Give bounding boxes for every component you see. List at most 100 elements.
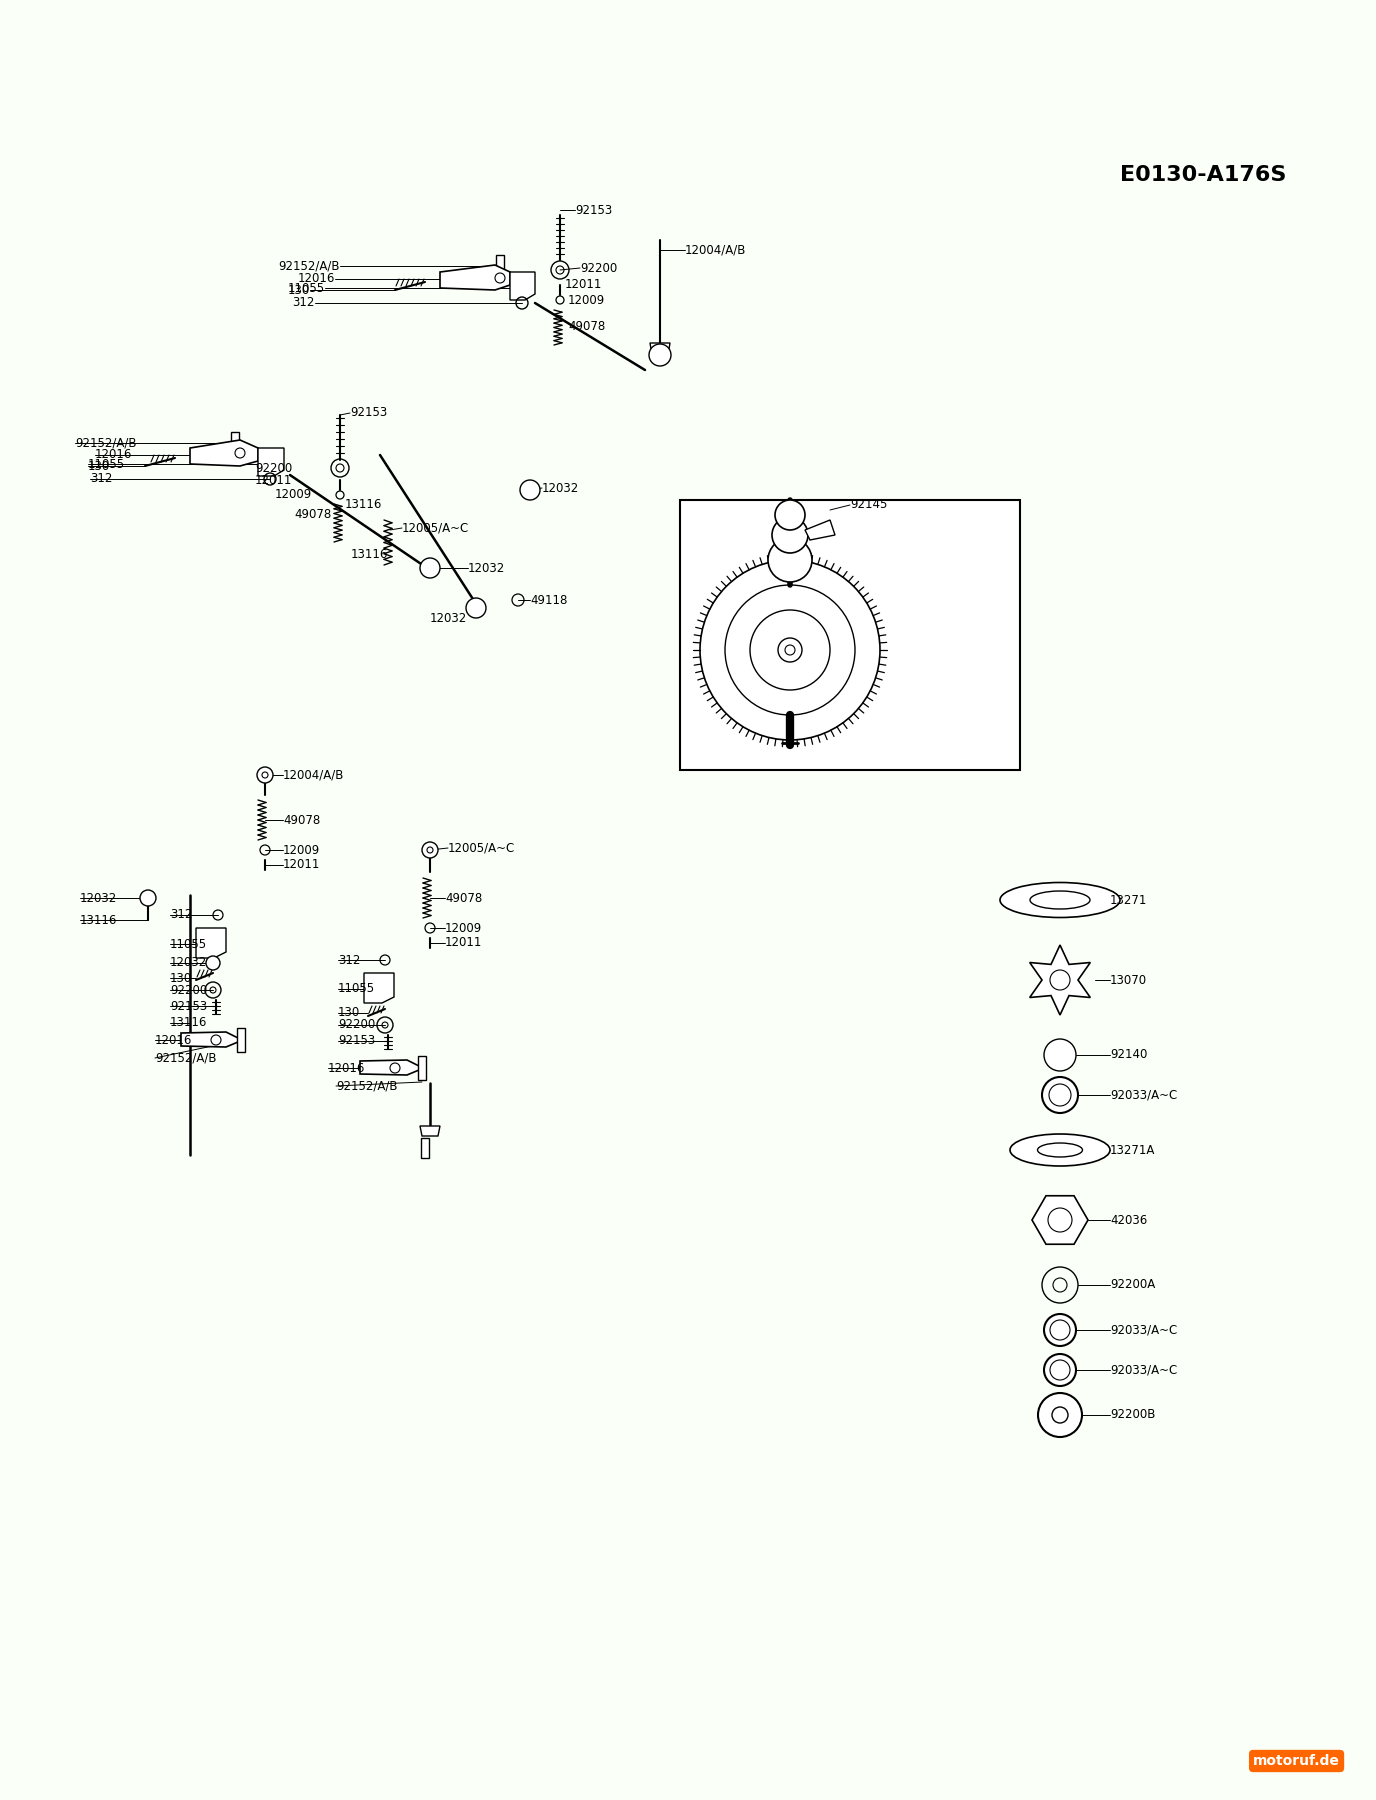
Text: 12009: 12009 bbox=[275, 488, 312, 502]
Polygon shape bbox=[361, 1060, 420, 1075]
Bar bbox=[418, 1057, 427, 1080]
Text: 92200: 92200 bbox=[581, 261, 618, 274]
Circle shape bbox=[775, 500, 805, 529]
Circle shape bbox=[257, 767, 272, 783]
Text: 92033/A~C: 92033/A~C bbox=[1110, 1089, 1178, 1102]
Text: 12016: 12016 bbox=[155, 1033, 193, 1046]
Circle shape bbox=[1044, 1354, 1076, 1386]
Polygon shape bbox=[649, 344, 670, 355]
Bar bbox=[237, 1028, 245, 1051]
Circle shape bbox=[1049, 1084, 1071, 1105]
Text: 12011: 12011 bbox=[566, 279, 603, 292]
Text: 12004/A/B: 12004/A/B bbox=[283, 769, 344, 781]
Circle shape bbox=[768, 538, 812, 581]
Text: 13116: 13116 bbox=[351, 549, 388, 562]
Ellipse shape bbox=[1000, 882, 1120, 918]
Text: 92140: 92140 bbox=[1110, 1048, 1148, 1062]
Bar bbox=[495, 256, 504, 277]
Text: 49078: 49078 bbox=[283, 814, 321, 826]
Circle shape bbox=[1042, 1076, 1077, 1112]
Text: 12005/A~C: 12005/A~C bbox=[402, 522, 469, 535]
Text: 312: 312 bbox=[293, 297, 315, 310]
Text: 12032: 12032 bbox=[171, 956, 208, 970]
Text: 92200B: 92200B bbox=[1110, 1408, 1156, 1422]
Circle shape bbox=[772, 517, 808, 553]
Text: 12032: 12032 bbox=[80, 891, 117, 904]
Polygon shape bbox=[190, 439, 259, 466]
Polygon shape bbox=[365, 974, 394, 1003]
Text: 312: 312 bbox=[89, 472, 113, 486]
Text: 92033/A~C: 92033/A~C bbox=[1110, 1323, 1178, 1336]
Text: 92153: 92153 bbox=[575, 203, 612, 216]
Text: 92153: 92153 bbox=[350, 407, 387, 419]
Polygon shape bbox=[510, 272, 535, 301]
Text: motoruf.de: motoruf.de bbox=[1254, 1753, 1340, 1768]
Text: 92152/A/B: 92152/A/B bbox=[76, 437, 136, 450]
Text: 12004/A/B: 12004/A/B bbox=[685, 243, 746, 256]
Circle shape bbox=[1044, 1039, 1076, 1071]
Bar bbox=[231, 432, 239, 454]
Text: 92153: 92153 bbox=[338, 1035, 376, 1048]
Text: 12011: 12011 bbox=[444, 936, 483, 950]
Text: 12009: 12009 bbox=[568, 293, 605, 306]
Text: 92200: 92200 bbox=[255, 461, 292, 475]
Ellipse shape bbox=[1010, 1134, 1110, 1166]
Circle shape bbox=[649, 344, 671, 365]
Circle shape bbox=[1038, 1393, 1082, 1436]
Text: 12016: 12016 bbox=[327, 1062, 366, 1075]
Polygon shape bbox=[259, 448, 283, 475]
Text: 92200: 92200 bbox=[338, 1019, 376, 1031]
Text: 42036: 42036 bbox=[1110, 1213, 1148, 1226]
Polygon shape bbox=[1029, 945, 1090, 1015]
Text: 49118: 49118 bbox=[530, 594, 567, 607]
Ellipse shape bbox=[1031, 891, 1090, 909]
Text: 12016: 12016 bbox=[297, 272, 334, 286]
Text: 312: 312 bbox=[338, 954, 361, 967]
Text: 92152/A/B: 92152/A/B bbox=[278, 259, 340, 272]
Text: 13116: 13116 bbox=[171, 1017, 208, 1030]
Text: 11055: 11055 bbox=[171, 938, 208, 950]
Circle shape bbox=[1050, 1319, 1071, 1339]
Text: 12016: 12016 bbox=[95, 448, 132, 461]
Text: 130: 130 bbox=[171, 972, 193, 985]
Text: 13070: 13070 bbox=[1110, 974, 1148, 986]
Text: 49078: 49078 bbox=[568, 320, 605, 333]
Text: 12005/A~C: 12005/A~C bbox=[449, 842, 515, 855]
Text: 12009: 12009 bbox=[283, 844, 321, 857]
Circle shape bbox=[422, 842, 438, 859]
Text: 49078: 49078 bbox=[444, 891, 482, 904]
Circle shape bbox=[140, 889, 155, 905]
Text: 92152/A/B: 92152/A/B bbox=[155, 1051, 216, 1064]
Text: 12032: 12032 bbox=[468, 562, 505, 574]
Text: 130: 130 bbox=[288, 283, 310, 297]
Polygon shape bbox=[1032, 1195, 1088, 1244]
Text: 13271A: 13271A bbox=[1110, 1143, 1156, 1157]
Text: 92145: 92145 bbox=[850, 499, 888, 511]
Text: 11055: 11055 bbox=[288, 281, 325, 295]
Circle shape bbox=[1050, 1361, 1071, 1381]
Circle shape bbox=[520, 481, 539, 500]
Polygon shape bbox=[805, 520, 835, 540]
Text: 92200: 92200 bbox=[171, 983, 208, 997]
Text: 92153: 92153 bbox=[171, 999, 208, 1012]
Text: 92033/A~C: 92033/A~C bbox=[1110, 1364, 1178, 1377]
Text: 13116: 13116 bbox=[80, 914, 117, 927]
Text: 11055: 11055 bbox=[88, 457, 125, 470]
Text: 11055: 11055 bbox=[338, 983, 376, 995]
Bar bbox=[421, 1138, 429, 1157]
Circle shape bbox=[420, 558, 440, 578]
Text: 49078: 49078 bbox=[294, 508, 332, 522]
Text: 130: 130 bbox=[88, 459, 110, 472]
Polygon shape bbox=[420, 1127, 440, 1136]
Circle shape bbox=[1053, 1408, 1068, 1424]
Text: 12011: 12011 bbox=[255, 473, 292, 486]
Text: 12032: 12032 bbox=[542, 481, 579, 495]
Polygon shape bbox=[440, 265, 510, 290]
Circle shape bbox=[466, 598, 486, 617]
Text: 92152/A/B: 92152/A/B bbox=[336, 1080, 398, 1093]
Text: 312: 312 bbox=[171, 909, 193, 922]
Text: 13271: 13271 bbox=[1110, 893, 1148, 907]
Ellipse shape bbox=[1038, 1143, 1083, 1157]
Circle shape bbox=[206, 956, 220, 970]
Text: 12011: 12011 bbox=[283, 859, 321, 871]
